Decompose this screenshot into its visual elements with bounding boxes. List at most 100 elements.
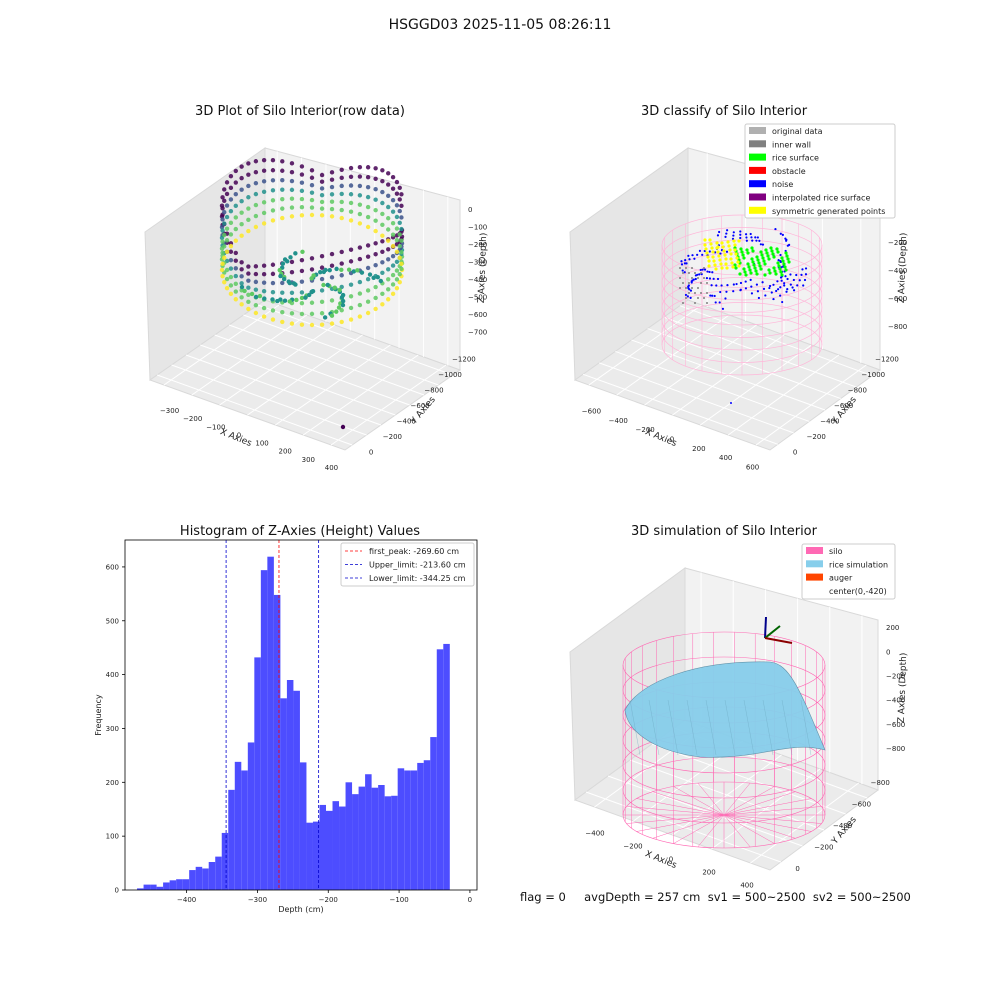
p2-noise-point	[689, 289, 693, 292]
p2-noise-point	[781, 233, 784, 236]
hist-ytick-label: 200	[106, 779, 119, 787]
hist-ytick-label: 100	[106, 833, 119, 841]
p1-point	[386, 237, 391, 242]
p2-rice-point	[774, 272, 778, 276]
p4-silo-base-line	[636, 798, 725, 816]
p1-point	[309, 197, 315, 203]
p1-point	[224, 231, 230, 236]
p1-point	[327, 267, 332, 273]
p2-rice-point	[738, 272, 742, 276]
p2-rice-point	[739, 247, 743, 251]
p1-point	[340, 292, 346, 298]
p4-silo-base-line	[723, 814, 812, 832]
p2-silo-ring	[661, 227, 823, 288]
p2-grid-y	[672, 334, 785, 416]
p2-noise-point	[745, 236, 748, 239]
p2-noise-point	[687, 286, 690, 290]
p2-rice-point	[776, 261, 780, 265]
p1-point	[394, 179, 400, 185]
p1-point	[365, 204, 371, 210]
p1-point	[348, 247, 354, 252]
p1-grid-y	[330, 364, 447, 446]
p4-legend-box	[801, 543, 896, 600]
p1-point	[339, 261, 344, 266]
p4-silo-base-line	[723, 814, 796, 839]
p1-point	[228, 220, 234, 226]
p4-silo-base-line	[697, 814, 725, 848]
p1-point	[224, 249, 230, 255]
p1-point	[309, 183, 315, 188]
p2-grid-y	[727, 354, 840, 436]
p2-rice-point	[757, 261, 761, 265]
p2-rice-point	[742, 267, 746, 271]
p1-ztick-label: 0	[468, 206, 472, 214]
p1-xlabel: X Axies	[218, 427, 253, 449]
p1-ytick-label: −400	[397, 417, 416, 425]
p4-zlabel: Z Axies (Depth)	[897, 653, 909, 724]
p2-legend-swatch	[749, 140, 766, 148]
p2-ytick-label: −400	[820, 417, 839, 425]
p2-rice-point	[756, 258, 760, 262]
p2-rice-point	[773, 269, 777, 273]
p1-point	[224, 249, 230, 255]
p1-point	[220, 261, 225, 267]
p1-ytick-label: 0	[369, 448, 373, 456]
p1-point	[394, 238, 400, 243]
p1-point	[386, 238, 391, 243]
p1-point	[390, 282, 396, 287]
p1-point	[284, 259, 290, 264]
p2-symmetric-point	[715, 246, 719, 250]
p1-point	[357, 314, 363, 319]
p2-grid-y	[755, 364, 867, 446]
p2-noise-point	[694, 274, 697, 277]
p1-point	[319, 322, 325, 327]
p1-point	[303, 295, 308, 300]
p1-point	[261, 168, 267, 173]
p2-xtick-label: 200	[692, 445, 705, 453]
p2-noise-point	[756, 236, 759, 239]
p2-noise-point	[754, 236, 757, 239]
hist-ytick-label: 400	[106, 671, 119, 679]
hist-ylabel: Frequency	[94, 694, 103, 736]
p2-noise-point	[739, 281, 743, 285]
p1-point	[399, 241, 405, 246]
p1-point	[357, 193, 363, 198]
p2-noise-point	[779, 253, 782, 257]
p2-rice-point	[743, 270, 747, 274]
histogram-title: Histogram of Z-Axies (Height) Values	[179, 524, 421, 539]
p1-point	[399, 261, 405, 266]
hist-bar	[423, 760, 431, 890]
p2-noise-point	[788, 243, 791, 246]
p1-point	[386, 193, 391, 198]
p2-rice-point	[767, 257, 771, 261]
p1-point	[224, 238, 230, 243]
p1-point	[239, 288, 244, 293]
hist-bar	[319, 804, 327, 890]
p1-point	[394, 242, 400, 247]
p2-noise-point	[717, 244, 721, 247]
p1-point	[386, 216, 391, 221]
p2-silo-ring	[661, 314, 823, 376]
p1-point	[299, 311, 305, 317]
p1-point	[339, 295, 345, 300]
hist-bar	[254, 657, 261, 890]
p1-point	[257, 293, 263, 299]
p2-rice-point	[759, 250, 763, 254]
p4-ztick-label: −200	[886, 672, 905, 680]
p1-point	[280, 187, 285, 192]
p2-rice-point	[769, 246, 773, 250]
p2-noise-point	[776, 280, 779, 283]
p1-point	[253, 279, 259, 285]
p1-point	[228, 197, 234, 202]
p2-noise-point	[783, 270, 786, 273]
p1-point	[373, 176, 378, 181]
p1-point	[386, 277, 391, 282]
p2-symmetric-point	[721, 245, 725, 249]
p1-point	[294, 297, 299, 303]
p1-point	[334, 309, 339, 314]
p2-noise-point	[683, 262, 687, 265]
p2-xtick-label: 400	[719, 454, 732, 462]
p1-point	[334, 266, 339, 272]
p1-point	[289, 196, 295, 201]
p1-point	[340, 298, 346, 304]
